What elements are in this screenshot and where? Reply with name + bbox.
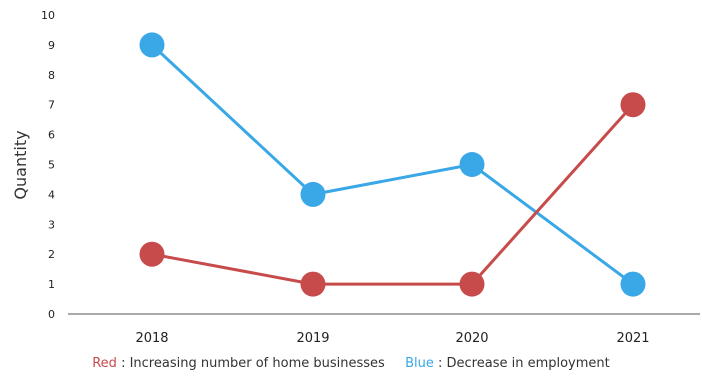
- x-tick-label: 2020: [455, 331, 488, 346]
- series-line: [150, 103, 635, 286]
- y-tick-label: 7: [48, 99, 55, 112]
- y-tick-label: 10: [41, 9, 55, 22]
- x-tick-label: 2019: [296, 331, 329, 346]
- y-axis-label: Quantity: [11, 130, 30, 199]
- y-tick-label: 0: [48, 308, 55, 321]
- series-point: [620, 92, 646, 118]
- y-tick-label: 9: [48, 39, 55, 52]
- series-point: [139, 32, 165, 58]
- y-tick-label: 1: [48, 278, 55, 291]
- series-line: [150, 43, 635, 286]
- series-point: [620, 271, 646, 297]
- series-point: [139, 241, 165, 267]
- series-point: [300, 181, 326, 207]
- legend-blue-key: Blue: [405, 356, 434, 371]
- y-tick-label: 4: [48, 188, 55, 201]
- series-point: [459, 271, 485, 297]
- legend: Red : Increasing number of home business…: [0, 356, 702, 371]
- y-tick-label: 8: [48, 69, 55, 82]
- y-tick-label: 5: [48, 159, 55, 172]
- series-point: [300, 271, 326, 297]
- y-tick-label: 3: [48, 218, 55, 231]
- series-point: [459, 152, 485, 177]
- x-tick-label: 2021: [616, 331, 649, 346]
- x-tick-label: 2018: [135, 331, 168, 346]
- y-tick-label: 2: [48, 248, 55, 261]
- legend-red-text: : Increasing number of home businesses: [121, 356, 385, 371]
- legend-red-key: Red: [92, 356, 117, 371]
- y-tick-label: 6: [48, 129, 55, 142]
- legend-blue-text: : Decrease in employment: [438, 356, 610, 371]
